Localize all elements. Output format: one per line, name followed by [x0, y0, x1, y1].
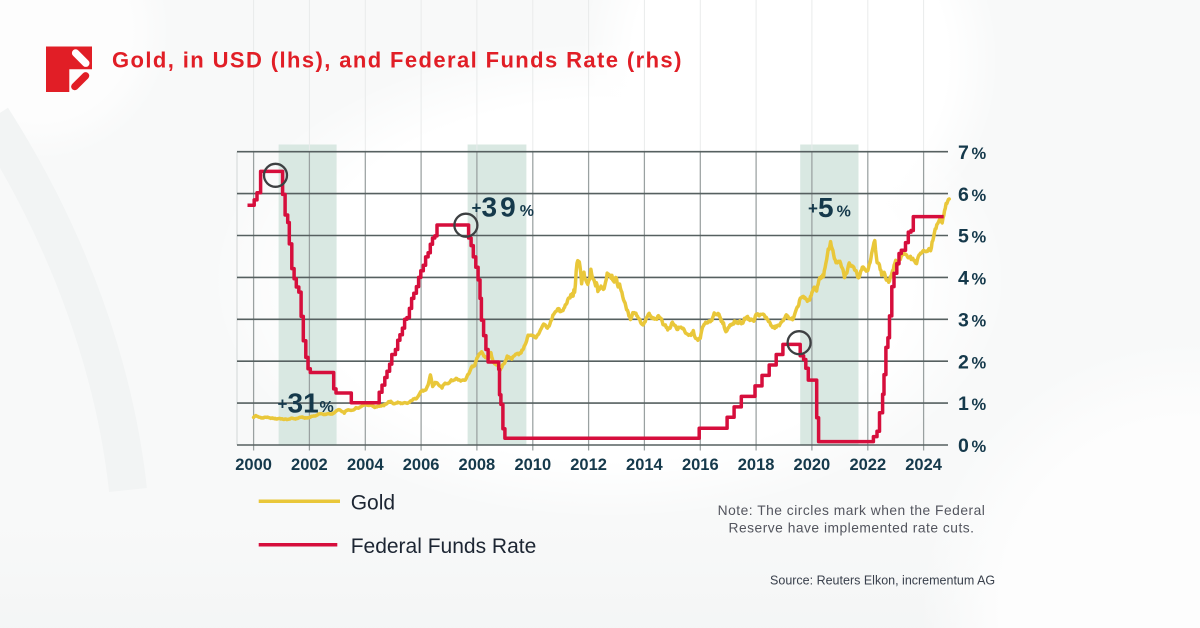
svg-text:%: %	[972, 145, 987, 163]
svg-text:2: 2	[958, 351, 969, 373]
svg-text:Source: Reuters Elkon, increme: Source: Reuters Elkon, incrementum AG	[770, 574, 995, 588]
svg-text:6: 6	[958, 184, 969, 206]
svg-text:0: 0	[958, 435, 969, 457]
svg-text:%: %	[972, 312, 987, 330]
svg-text:2010: 2010	[514, 456, 551, 474]
svg-text:+: +	[472, 198, 482, 217]
svg-text:+: +	[808, 199, 818, 218]
svg-text:%: %	[972, 229, 987, 247]
svg-text:%: %	[837, 203, 851, 220]
svg-text:2024: 2024	[905, 456, 943, 474]
svg-text:4: 4	[958, 268, 969, 290]
svg-text:2008: 2008	[459, 456, 496, 474]
svg-text:%: %	[520, 203, 534, 220]
svg-text:1: 1	[958, 393, 969, 415]
svg-text:39: 39	[482, 191, 519, 222]
svg-text:2016: 2016	[682, 456, 719, 474]
svg-text:+: +	[278, 395, 288, 414]
svg-text:7: 7	[958, 142, 969, 164]
svg-text:%: %	[320, 399, 334, 416]
svg-text:Note: The circles mark when th: Note: The circles mark when the Federal	[718, 503, 986, 518]
svg-text:%: %	[972, 354, 987, 372]
svg-text:2022: 2022	[849, 456, 886, 474]
svg-text:2006: 2006	[403, 456, 440, 474]
svg-text:5: 5	[818, 192, 834, 223]
svg-text:2002: 2002	[291, 456, 328, 474]
svg-text:3: 3	[958, 309, 969, 331]
svg-text:Reserve have implemented rate: Reserve have implemented rate cuts.	[728, 520, 974, 535]
svg-text:Gold, in USD (lhs), and Federa: Gold, in USD (lhs), and Federal Funds Ra…	[112, 48, 683, 73]
svg-text:%: %	[972, 396, 987, 414]
svg-text:2018: 2018	[738, 456, 775, 474]
svg-text:%: %	[972, 438, 987, 456]
svg-text:2014: 2014	[626, 456, 664, 474]
svg-text:%: %	[972, 187, 987, 205]
svg-text:2004: 2004	[347, 456, 385, 474]
svg-text:Federal Funds Rate: Federal Funds Rate	[351, 535, 537, 558]
svg-text:%: %	[972, 271, 987, 289]
svg-text:5: 5	[958, 226, 969, 248]
svg-text:Gold: Gold	[351, 491, 395, 514]
svg-text:2000: 2000	[235, 456, 272, 474]
svg-text:2012: 2012	[570, 456, 607, 474]
svg-text:31: 31	[288, 388, 319, 419]
svg-text:2020: 2020	[794, 456, 831, 474]
